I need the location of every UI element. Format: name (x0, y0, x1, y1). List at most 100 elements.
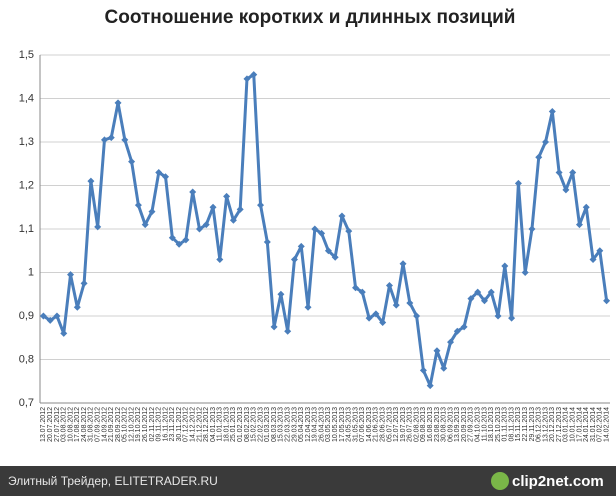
x-tick-label: 13.09.2013 (454, 407, 461, 442)
x-tick-label: 17.05.2013 (339, 407, 346, 442)
data-point (487, 288, 495, 296)
footer-logo: clip2net.com (512, 473, 604, 490)
x-tick-label: 15.02.2013 (251, 407, 258, 442)
x-tick-label: 08.02.2013 (244, 407, 251, 442)
data-point (229, 216, 237, 224)
x-tick-label: 15.03.2013 (278, 407, 285, 442)
data-point (385, 282, 393, 290)
data-point (243, 75, 251, 83)
data-point (155, 168, 163, 176)
x-tick-label: 24.05.2013 (346, 407, 353, 442)
x-tick-label: 07.09.2012 (95, 407, 102, 442)
x-tick-label: 20.07.2012 (47, 407, 54, 442)
data-point (419, 366, 427, 374)
x-tick-label: 08.03.2013 (271, 407, 278, 442)
x-tick-label: 03.08.2012 (61, 407, 68, 442)
data-point (324, 247, 332, 255)
data-point (39, 312, 47, 320)
data-line (42, 73, 609, 388)
data-point (121, 136, 129, 144)
data-point (277, 290, 285, 298)
data-point (372, 310, 380, 318)
data-point (67, 271, 75, 279)
x-tick-label: 12.07.2013 (393, 407, 400, 442)
data-point (270, 323, 278, 331)
y-tick-label: 1,3 (19, 136, 34, 148)
data-point (223, 192, 231, 200)
data-point (148, 208, 156, 216)
x-tick-label: 16.08.2013 (427, 407, 434, 442)
data-point (352, 284, 360, 292)
data-point (542, 138, 550, 146)
y-tick-label: 0,7 (19, 397, 34, 409)
data-point (406, 299, 414, 307)
x-tick-label: 27.09.2013 (468, 407, 475, 442)
data-point (345, 227, 353, 235)
x-tick-label: 30.08.2013 (441, 407, 448, 442)
x-tick-label: 04.01.2013 (210, 407, 217, 442)
x-tick-label: 05.07.2013 (386, 407, 393, 442)
data-point (453, 327, 461, 335)
data-point (548, 108, 556, 116)
data-point (236, 205, 244, 213)
data-point (426, 382, 434, 390)
x-tick-label: 22.03.2013 (285, 407, 292, 442)
x-tick-label: 31.05.2013 (352, 407, 359, 442)
x-tick-label: 13.07.2012 (40, 407, 47, 442)
x-tick-label: 09.11.2012 (156, 407, 163, 442)
x-tick-label: 11.01.2013 (217, 407, 224, 442)
x-tick-label: 25.01.2013 (230, 407, 237, 442)
data-point (379, 319, 387, 327)
x-tick-label: 06.09.2013 (447, 407, 454, 442)
x-tick-label: 21.12.2012 (196, 407, 203, 442)
data-point (250, 71, 258, 79)
x-tick-label: 15.11.2013 (515, 407, 522, 442)
x-tick-label: 14.12.2012 (190, 407, 197, 442)
data-point (134, 201, 142, 209)
x-tick-label: 19.10.2012 (135, 407, 142, 442)
x-tick-label: 12.10.2012 (128, 407, 135, 442)
data-point (209, 203, 217, 211)
data-point (508, 314, 516, 322)
x-tick-label: 14.09.2012 (101, 407, 108, 442)
data-point (46, 316, 54, 324)
x-tick-label: 23.11.2012 (169, 407, 176, 442)
data-point (311, 225, 319, 233)
data-point (128, 158, 136, 166)
x-tick-label: 07.02.2014 (597, 407, 604, 442)
x-tick-label: 12.04.2013 (305, 407, 312, 442)
data-point (290, 255, 298, 263)
data-point (284, 327, 292, 335)
data-point (460, 323, 468, 331)
logo-icon (491, 472, 509, 490)
data-point (297, 242, 305, 250)
data-point (175, 240, 183, 248)
y-tick-label: 0,8 (19, 353, 34, 365)
x-tick-label: 04.10.2013 (475, 407, 482, 442)
x-tick-label: 14.02.2014 (603, 407, 610, 442)
x-tick-label: 05.04.2013 (298, 407, 305, 442)
x-tick-label: 18.10.2013 (488, 407, 495, 442)
x-tick-label: 05.10.2012 (122, 407, 129, 442)
x-tick-label: 24.01.2014 (583, 407, 590, 442)
data-point (555, 168, 563, 176)
x-tick-label: 08.11.2013 (508, 407, 515, 442)
x-tick-label: 21.06.2013 (373, 407, 380, 442)
x-tick-label: 01.02.2013 (237, 407, 244, 442)
x-tick-label: 07.06.2013 (359, 407, 366, 442)
data-point (494, 312, 502, 320)
y-tick-label: 1,5 (19, 49, 34, 61)
data-point (53, 312, 61, 320)
y-tick-label: 1,2 (19, 179, 34, 191)
footer-source: Элитный Трейдер, ELITETRADER.RU (8, 474, 218, 488)
data-point (73, 303, 81, 311)
footer-bar (0, 466, 616, 496)
x-tick-label: 22.11.2013 (522, 407, 529, 442)
data-point (162, 173, 170, 181)
data-point (168, 234, 176, 242)
data-point (467, 295, 475, 303)
x-tick-label: 10.01.2014 (570, 407, 577, 442)
data-point (399, 260, 407, 268)
x-tick-label: 27.07.2012 (54, 407, 61, 442)
